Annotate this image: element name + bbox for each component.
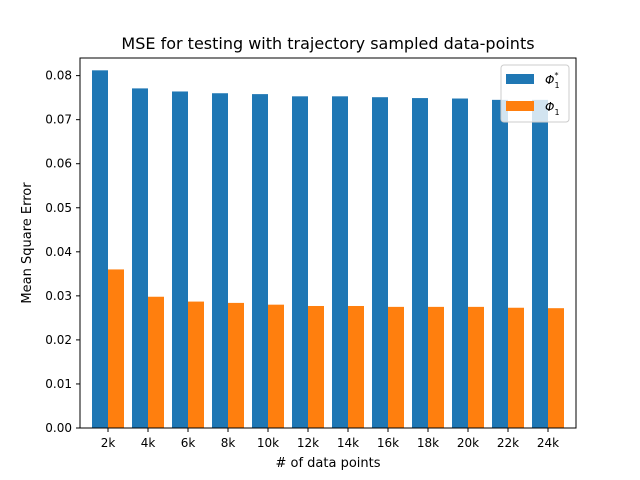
bar-series2-2k	[108, 269, 124, 428]
bar-series1-16k	[372, 97, 388, 428]
legend-phi-symbol: Φ	[545, 73, 554, 87]
y-tick-label: 0.06	[45, 157, 72, 171]
y-tick-label: 0.08	[45, 69, 72, 83]
bar-series2-10k	[268, 304, 284, 428]
x-tick-label: 16k	[377, 436, 399, 450]
y-axis-label: Mean Square Error	[20, 182, 35, 304]
x-tick-label: 8k	[221, 436, 236, 450]
bar-series1-18k	[412, 98, 428, 428]
bar-series1-10k	[252, 94, 268, 429]
bar-series2-14k	[348, 305, 364, 428]
bar-series1-14k	[332, 96, 348, 428]
x-tick-label: 2k	[101, 436, 116, 450]
legend: Φ1* Φ1	[500, 64, 570, 123]
x-tick-label: 22k	[497, 436, 519, 450]
bar-series1-2k	[92, 70, 108, 428]
bar-series1-20k	[452, 98, 468, 429]
y-tick-label: 0.07	[45, 113, 72, 127]
x-tick-label: 10k	[257, 436, 279, 450]
bar-series2-16k	[388, 306, 404, 428]
x-axis-ticks: 2k 4k 6k 8k 10k 12k 14k 16k 18k 20k 22k 24k	[101, 428, 559, 450]
x-tick-label: 18k	[417, 436, 439, 450]
legend-superscript: *	[555, 71, 559, 80]
y-axis-ticks: 0.00 0.01 0.02 0.03 0.04 0.05 0.06 0.07 0.08	[45, 69, 80, 435]
legend-label-phi1: Φ1	[545, 100, 560, 117]
y-tick-label: 0.04	[45, 245, 72, 259]
bar-series1-6k	[172, 91, 188, 428]
bar-series2-6k	[188, 301, 204, 428]
bar-series2-8k	[228, 302, 244, 428]
legend-subscript: 1	[554, 81, 559, 90]
bars-layer	[92, 70, 564, 429]
bar-series2-12k	[308, 305, 324, 428]
bar-series2-4k	[148, 296, 164, 428]
x-tick-label: 24k	[537, 436, 559, 450]
bar-series2-22k	[508, 307, 524, 428]
bar-series2-18k	[428, 306, 444, 428]
bar-series1-4k	[132, 88, 148, 428]
legend-swatch-phi1	[506, 101, 534, 111]
bar-series1-12k	[292, 96, 308, 428]
chart-title: MSE for testing with trajectory sampled …	[121, 34, 534, 53]
x-tick-label: 6k	[181, 436, 196, 450]
bar-series1-24k	[532, 99, 548, 428]
plot-frame	[79, 57, 577, 429]
legend-label-phi1-star: Φ1*	[545, 71, 560, 90]
x-axis-label: # of data points	[275, 456, 380, 471]
x-tick-label: 12k	[297, 436, 319, 450]
y-tick-label: 0.01	[45, 377, 72, 391]
x-tick-label: 14k	[337, 436, 359, 450]
bar-series1-22k	[492, 99, 508, 428]
bar-series2-24k	[548, 308, 564, 428]
legend-phi-symbol: Φ	[545, 100, 554, 114]
bar-series1-8k	[212, 93, 228, 429]
legend-subscript: 1	[554, 108, 559, 117]
y-tick-label: 0.02	[45, 333, 72, 347]
bar-series2-20k	[468, 306, 484, 428]
y-tick-label: 0.05	[45, 201, 72, 215]
y-tick-label: 0.00	[45, 421, 72, 435]
x-tick-label: 20k	[457, 436, 479, 450]
legend-swatch-phi1-star	[506, 74, 534, 84]
x-tick-label: 4k	[141, 436, 156, 450]
y-tick-label: 0.03	[45, 289, 72, 303]
